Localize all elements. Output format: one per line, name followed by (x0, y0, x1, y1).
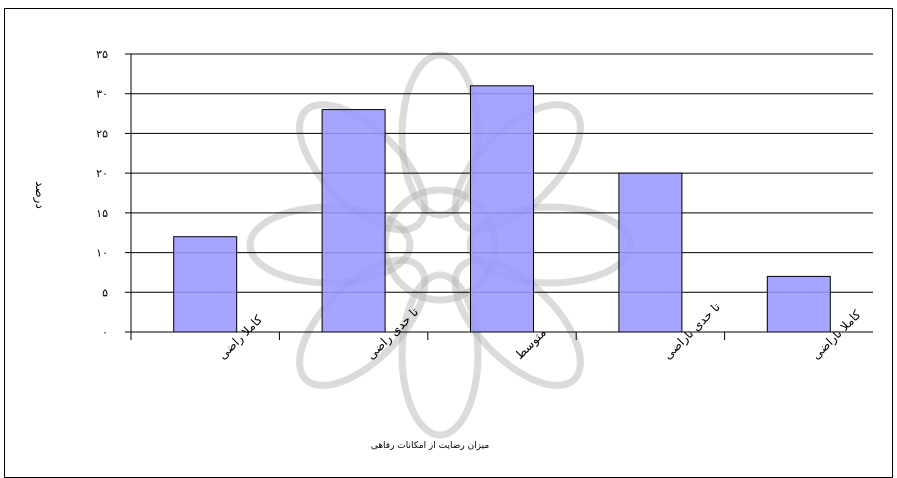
y-tick-label: ۲۵ (96, 127, 108, 140)
bars (173, 85, 831, 333)
watermark-petal (451, 256, 584, 389)
y-tick-labels: ۰ ۵ ۱۰ ۱۵ ۲۰ ۲۵ ۳۰ ۳۵ (96, 48, 108, 339)
watermark-rosette-logo (246, 51, 634, 439)
y-tick-label: ۰ (102, 326, 108, 339)
y-tick-label: ۱۵ (96, 207, 108, 220)
y-axis-label: درصد (32, 181, 47, 209)
y-tick-label: ۲۰ (96, 167, 108, 180)
axes (125, 53, 873, 340)
bar (321, 109, 386, 333)
bar (766, 275, 831, 333)
y-tick-label: ۵ (102, 286, 108, 299)
bar (470, 85, 534, 333)
bar (618, 172, 683, 333)
chart-frame (4, 8, 893, 478)
watermark-petal (398, 271, 482, 439)
y-tick-label: ۱۰ (96, 247, 108, 260)
y-tick-label: ۳۰ (96, 88, 108, 101)
bar (173, 236, 238, 333)
x-axis-label: میزان رضایت از امکانات رفاهی (371, 441, 490, 451)
y-tick-label: ۳۵ (96, 48, 108, 61)
